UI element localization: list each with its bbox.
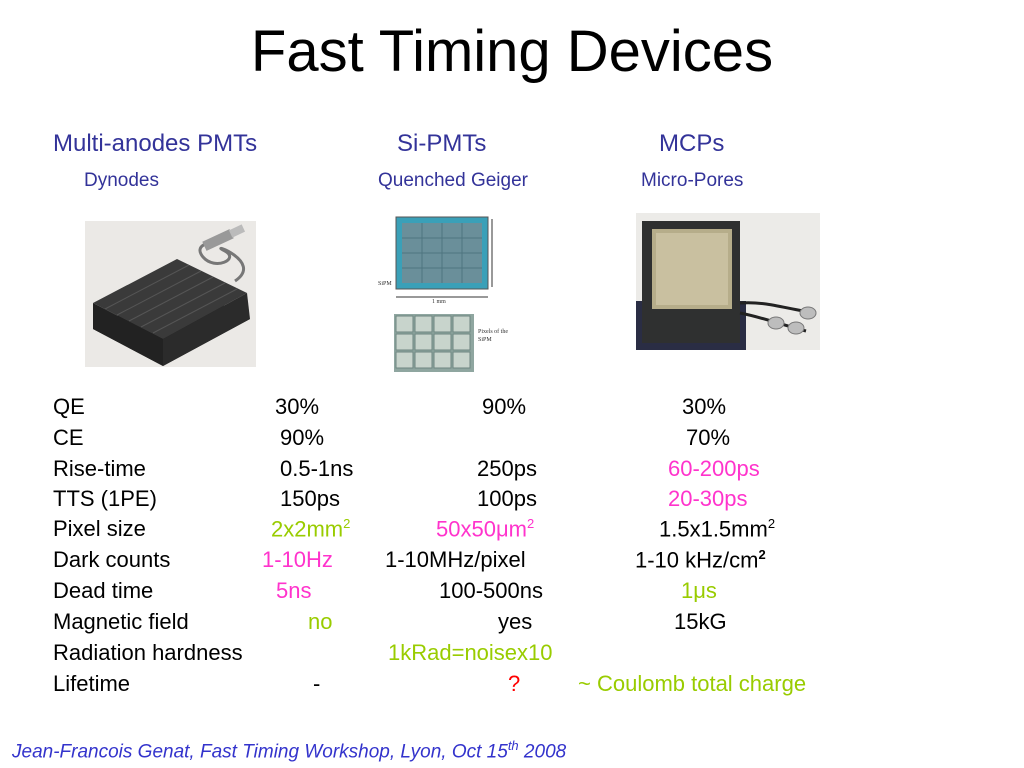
pmt-value: 150ps — [280, 486, 340, 511]
row-label: Dead time — [53, 578, 154, 603]
sipm-pixels-label: Pixels of the SiPM — [478, 329, 508, 343]
footer-credit: Jean-Francois Genat, Fast Timing Worksho… — [12, 738, 567, 763]
mcp-value: 60-200ps — [668, 456, 760, 481]
sipm-value: 50x50μm2 — [436, 516, 535, 542]
page-title: Fast Timing Devices — [250, 19, 774, 84]
column-header-mcp: MCPs — [659, 130, 725, 157]
mcp-value: 1μs — [681, 578, 717, 603]
mcp-value: ~ Coulomb total charge — [578, 671, 807, 696]
sipm-value: 100ps — [477, 486, 537, 511]
pmt-value: 90% — [280, 425, 325, 450]
pmt-value: 30% — [275, 394, 320, 419]
sipm-value: 1-10MHz/pixel — [385, 547, 526, 572]
sipm-pixels-image: Pixels of the SiPM — [376, 312, 519, 374]
row-label: Magnetic field — [53, 609, 189, 634]
mcp-value: 1-10 kHz/cm2 — [635, 547, 766, 573]
pmt-value: - — [313, 671, 321, 696]
sipm-value: ? — [508, 671, 521, 696]
row-label: Radiation hardness — [53, 640, 243, 665]
sipm-chip-image: SiPM 1 mm — [376, 213, 519, 308]
mcp-value: 1.5x1.5mm2 — [659, 516, 776, 542]
row-label: QE — [53, 394, 85, 419]
mcp-value: 30% — [682, 394, 727, 419]
pmt-value: 0.5-1ns — [280, 456, 354, 481]
column-header-sipm: Si-PMTs — [397, 130, 487, 157]
pmt-photo — [85, 221, 256, 367]
sipm-scale-label: 1 mm — [432, 299, 446, 305]
pmt-value: 1-10Hz — [262, 547, 333, 572]
pmt-value: 2x2mm2 — [271, 516, 351, 542]
sipm-label: SiPM — [378, 281, 392, 287]
sipm-value: 100-500ns — [439, 578, 543, 603]
row-label: TTS (1PE) — [53, 486, 157, 511]
mcp-value: 15kG — [674, 609, 727, 634]
row-label: Pixel size — [53, 516, 146, 541]
shared-value: 1kRad=noisex10 — [388, 640, 553, 665]
row-label: Rise-time — [53, 456, 146, 481]
pmt-value: no — [308, 609, 333, 634]
mcp-photo — [636, 213, 820, 350]
column-subheader-pmt: Dynodes — [84, 170, 159, 191]
row-label: Dark counts — [53, 547, 171, 572]
pmt-value: 5ns — [276, 578, 312, 603]
row-label: Lifetime — [53, 671, 131, 696]
column-header-pmt: Multi-anodes PMTs — [53, 130, 258, 157]
column-subheader-mcp: Micro-Pores — [641, 170, 744, 191]
row-label: CE — [53, 425, 84, 450]
sipm-value: 90% — [482, 394, 527, 419]
mcp-value: 70% — [686, 425, 731, 450]
sipm-value: 250ps — [477, 456, 537, 481]
sipm-value: yes — [498, 609, 533, 634]
mcp-value: 20-30ps — [668, 486, 748, 511]
column-subheader-sipm: Quenched Geiger — [378, 170, 528, 191]
